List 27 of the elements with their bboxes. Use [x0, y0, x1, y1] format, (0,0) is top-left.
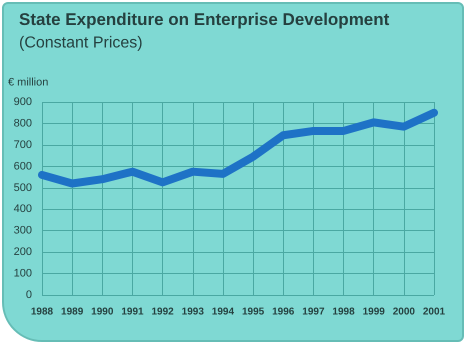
x-tick-label: 2000: [392, 306, 416, 318]
y-tick-label: 100: [14, 268, 32, 280]
x-tick-label: 1993: [182, 306, 204, 318]
x-tick-label: 1991: [121, 306, 144, 318]
x-tick-label: 1999: [362, 306, 386, 318]
x-tick-label: 1989: [61, 306, 84, 318]
y-axis-title: € million: [8, 76, 48, 88]
x-tick-label: 1990: [91, 306, 114, 318]
chart-subtitle: (Constant Prices): [19, 34, 143, 52]
y-tick-label: 700: [14, 138, 32, 151]
y-tick-label: 800: [14, 117, 32, 130]
x-tick-label: 1992: [151, 306, 174, 318]
y-tick-label: 500: [14, 182, 32, 194]
x-tick-label: 2001: [422, 306, 446, 318]
y-tick-label: 400: [14, 203, 32, 216]
x-tick-label: 1995: [242, 306, 265, 318]
x-tick-label: 1996: [272, 306, 295, 318]
y-tick-label: 200: [14, 246, 32, 258]
y-tick-label: 300: [14, 224, 32, 237]
x-tick-label: 1997: [302, 306, 325, 318]
x-tick-label: 1998: [332, 306, 356, 318]
y-tick-label: 900: [14, 96, 32, 108]
y-tick-label: 0: [26, 289, 32, 301]
chart-title: State Expenditure on Enterprise Development: [19, 10, 390, 29]
y-tick-label: 600: [14, 160, 32, 172]
x-tick-label: 1994: [212, 306, 234, 318]
x-tick-label: 1988: [30, 306, 54, 318]
